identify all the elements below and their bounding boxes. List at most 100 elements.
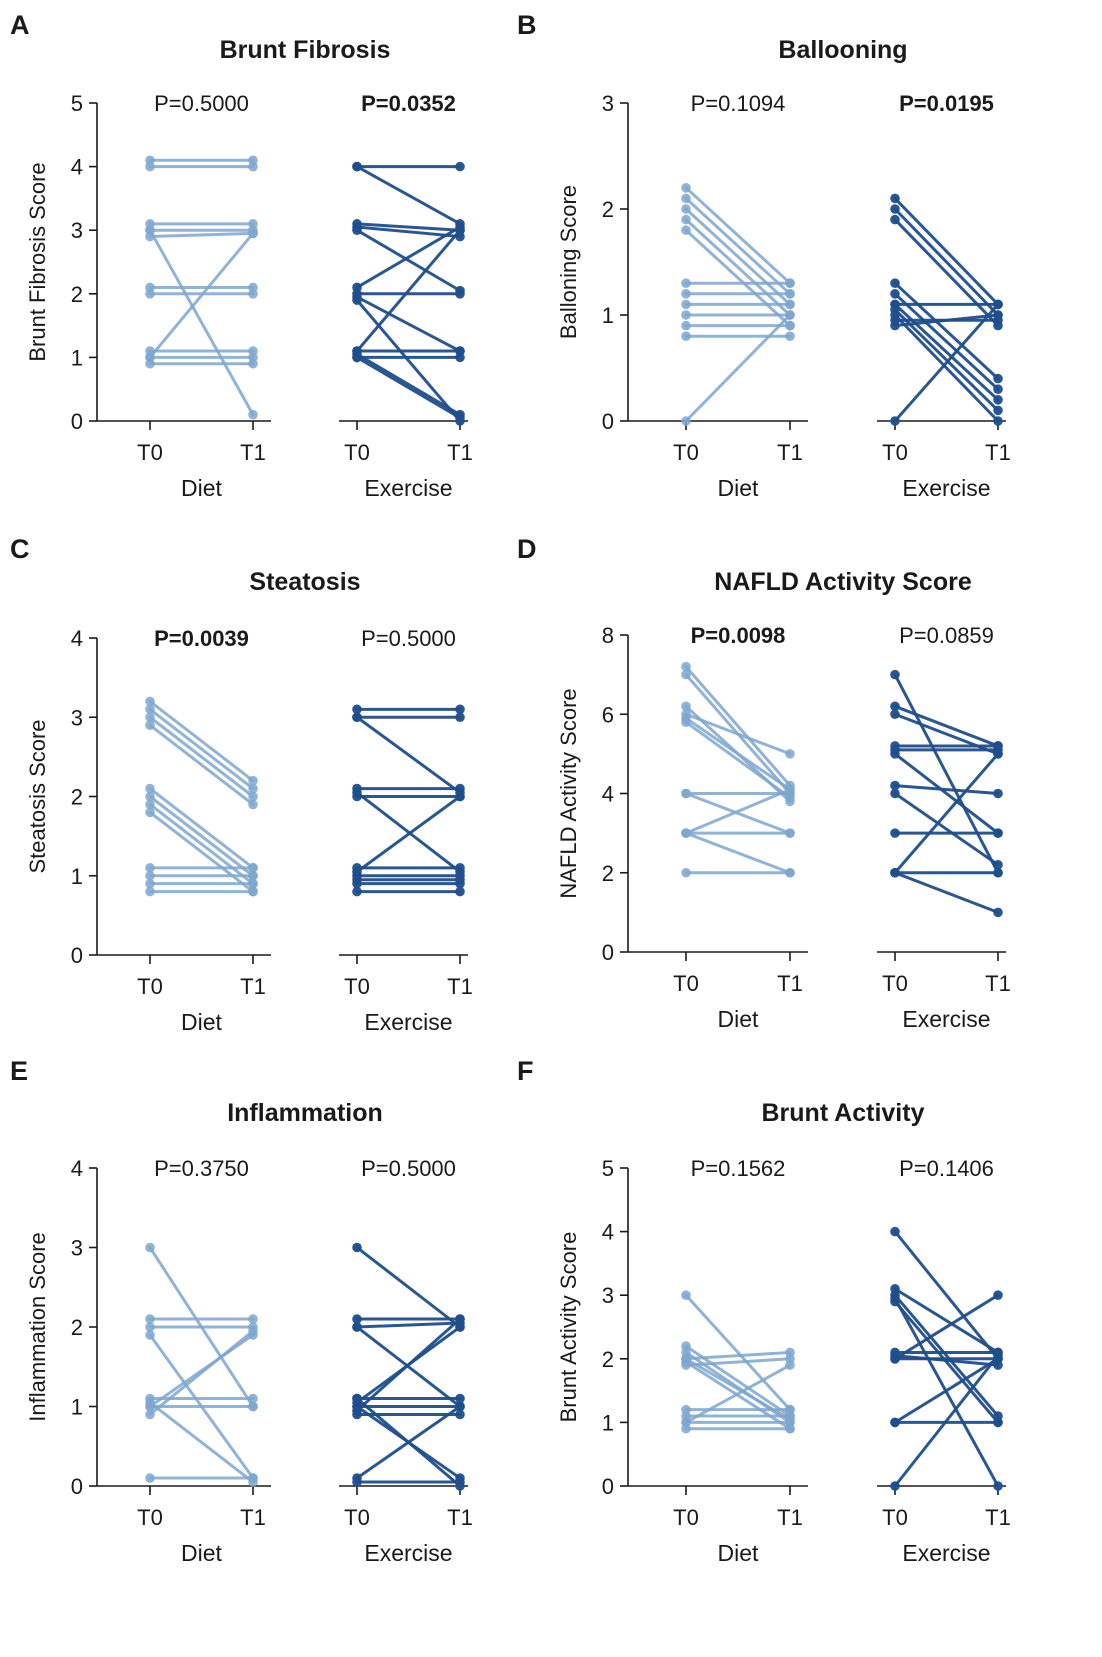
point-t1 [455, 289, 465, 299]
point-t0 [352, 295, 362, 305]
pair-line [684, 313, 792, 423]
pair-line [893, 207, 1000, 317]
pair-line [148, 228, 255, 417]
point-t0 [681, 225, 691, 235]
point-t1 [455, 791, 465, 802]
group-label: Exercise [364, 1009, 452, 1035]
pair-line [893, 218, 1000, 328]
point-t1 [785, 828, 795, 838]
panel-b: B Ballooning 0 1 2 3 Balloning Score T0 T1 Diet P=… [517, 10, 1011, 501]
y-axis-title: Inflammation Score [25, 1232, 50, 1422]
point-t0 [681, 1423, 691, 1434]
point-t1 [993, 416, 1003, 426]
pair-line [893, 871, 1000, 914]
point-t0 [145, 1397, 155, 1408]
y-tick-label: 0 [602, 940, 614, 965]
pair-line [893, 704, 1000, 748]
y-axis-title: Balloning Score [556, 185, 581, 339]
y-tick-label: 0 [71, 409, 83, 434]
y-tick-label: 1 [602, 1410, 614, 1435]
point-t0 [681, 788, 691, 799]
point-t0 [145, 720, 155, 730]
point-t1 [993, 310, 1003, 320]
panel-title: Brunt Fibrosis [220, 36, 391, 64]
pair-line [893, 313, 1000, 328]
point-t1 [455, 1393, 465, 1404]
panel-letter: F [517, 1056, 534, 1086]
y-tick-label: 6 [602, 702, 614, 727]
panel-a: A Brunt Fibrosis 0 1 2 3 4 5 Brunt Fibrosis Scor… [10, 10, 473, 501]
pair-line [148, 231, 255, 239]
point-t1 [455, 352, 465, 363]
point-t0 [890, 788, 900, 799]
y-tick-label: 5 [602, 1156, 614, 1181]
group-diet: T0 T1 Diet P=0.5000 [137, 91, 266, 501]
point-t0 [890, 701, 900, 712]
point-t0 [352, 886, 362, 897]
pair-line [148, 1329, 255, 1416]
y-tick-label: 2 [602, 861, 614, 886]
point-t0 [681, 331, 691, 342]
panel-title: Brunt Activity [762, 1099, 925, 1127]
pair-line [355, 298, 462, 423]
y-tick-label: 0 [71, 1474, 83, 1499]
pair-line [684, 1293, 792, 1412]
point-t0 [352, 161, 362, 172]
x-tick-label: T1 [777, 1505, 803, 1530]
y-tick-label: 3 [71, 218, 83, 243]
point-t0 [145, 807, 155, 818]
point-t0 [890, 416, 900, 426]
y-tick-label: 2 [71, 785, 83, 810]
pair-line [355, 225, 462, 239]
p-value: P=0.5000 [361, 1156, 456, 1181]
y-tick-label: 4 [602, 782, 614, 807]
group-exercise: T0 T1 Exercise P=0.0195 [882, 91, 1011, 501]
panel-f: F Brunt Activity 0 1 2 3 4 5 Brunt Activity Scor… [517, 1056, 1011, 1566]
group-exercise: T0 T1 Exercise P=0.5000 [344, 1156, 473, 1566]
pair-line [148, 810, 255, 894]
x-tick-label: T0 [882, 1505, 908, 1530]
group-label: Exercise [364, 1540, 452, 1566]
point-t0 [890, 828, 900, 838]
x-tick-label: T1 [240, 974, 266, 999]
group-diet: T0 T1 Diet P=0.0098 [673, 623, 803, 1032]
point-t1 [993, 828, 1003, 838]
x-tick-label: T1 [240, 1505, 266, 1530]
pair-line [355, 355, 462, 420]
pair-line [684, 712, 792, 756]
pair-line [148, 715, 255, 798]
point-t0 [681, 1290, 691, 1300]
panel-title: Ballooning [778, 36, 907, 64]
point-t0 [352, 1477, 362, 1487]
point-t1 [248, 799, 258, 810]
point-t0 [352, 866, 362, 877]
y-tick-label: 1 [71, 1395, 83, 1420]
x-tick-label: T0 [673, 1505, 699, 1530]
point-t0 [145, 704, 155, 715]
group-exercise: T0 T1 Exercise P=0.1406 [882, 1156, 1011, 1566]
point-t1 [993, 384, 1003, 395]
y-tick-label: 2 [602, 197, 614, 222]
p-value: P=0.1406 [899, 1156, 994, 1181]
pair-line [684, 788, 792, 835]
pair-line [355, 352, 462, 417]
point-t1 [248, 1477, 258, 1487]
y-tick-label: 1 [71, 345, 83, 370]
pair-line [893, 313, 1000, 423]
panel-e: E Inflammation 0 1 2 3 4 Inflammation Score T0 T1… [10, 1056, 473, 1566]
pair-line [893, 1354, 1000, 1488]
point-t1 [993, 749, 1003, 759]
point-t0 [145, 1473, 155, 1483]
pair-line [355, 791, 462, 874]
y-tick-label: 4 [71, 1156, 83, 1181]
point-t0 [145, 783, 155, 794]
pair-line [148, 699, 255, 783]
y-tick-label: 3 [602, 1283, 614, 1308]
point-t1 [993, 405, 1003, 416]
pair-line [355, 228, 462, 293]
pair-line [684, 1363, 792, 1424]
x-tick-label: T1 [985, 1505, 1011, 1530]
pair-line [355, 228, 462, 353]
group-label: Exercise [364, 475, 452, 501]
point-t0 [681, 214, 691, 225]
